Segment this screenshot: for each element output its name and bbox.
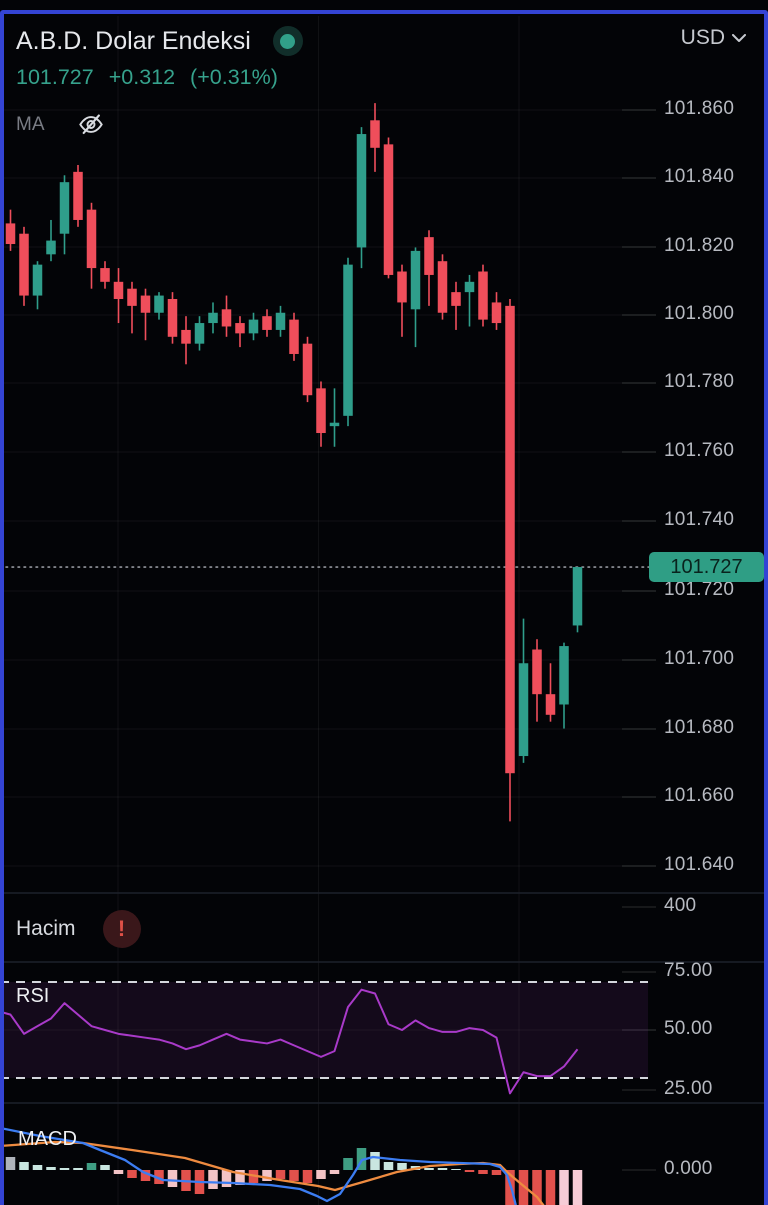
axis-label: 101.820 — [664, 235, 735, 256]
axis-label: 101.740 — [664, 509, 735, 530]
axis-label: 50.00 — [664, 1018, 713, 1039]
last-price-value: 101.727 — [16, 65, 94, 89]
axis-label: 101.840 — [664, 166, 735, 187]
axis-label: 101.860 — [664, 98, 735, 119]
alert-exclamation-glyph: ! — [117, 916, 126, 941]
axis-label: 400 — [664, 895, 697, 916]
axis-label: 101.700 — [664, 648, 735, 669]
last-price-tag: 101.727 — [649, 552, 764, 582]
status-dot-core — [280, 33, 296, 49]
volume-alert-icon[interactable]: ! — [102, 910, 141, 948]
price-change-row: 101.727 +0.312 (+0.31%) — [16, 65, 287, 90]
market-status-dot — [272, 26, 303, 56]
ma-indicator-label: MA — [16, 113, 45, 135]
axis-label: 101.800 — [664, 303, 735, 324]
axis-label: 101.720 — [664, 579, 735, 600]
volume-pane-label: Hacim — [16, 917, 76, 940]
axis-label: 101.780 — [664, 371, 735, 392]
axis-label: 75.00 — [664, 960, 713, 981]
axis-label: 101.680 — [664, 717, 735, 738]
axis-label: 101.660 — [664, 785, 735, 806]
chevron-down-icon — [732, 33, 746, 42]
axis-label: 101.640 — [664, 854, 735, 875]
visibility-off-icon[interactable] — [75, 111, 107, 138]
price-change-value: +0.312 — [108, 65, 176, 89]
axis-label: 25.00 — [664, 1078, 713, 1099]
macd-pane-label: MACD — [18, 1128, 77, 1150]
instrument-title: A.B.D. Dolar Endeksi — [16, 26, 251, 55]
last-price-tag-text: 101.727 — [670, 555, 743, 578]
rsi-pane-label: RSI — [16, 985, 50, 1007]
currency-selector[interactable]: USD — [681, 26, 746, 50]
price-change-percent: (+0.31%) — [190, 65, 278, 89]
axis-label: 101.760 — [664, 440, 735, 461]
currency-label: USD — [680, 26, 725, 49]
axis-label: 0.000 — [664, 1158, 713, 1179]
